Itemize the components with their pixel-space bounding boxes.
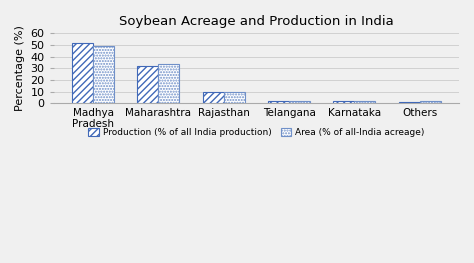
Bar: [355, 100, 375, 104]
Bar: [93, 45, 114, 104]
Bar: [137, 66, 158, 104]
Title: Soybean Acreage and Production in India: Soybean Acreage and Production in India: [119, 15, 394, 28]
Bar: [268, 100, 289, 104]
Bar: [399, 102, 419, 104]
Bar: [333, 100, 355, 104]
Y-axis label: Percentage (%): Percentage (%): [15, 26, 25, 111]
Bar: [72, 43, 93, 104]
Bar: [289, 101, 310, 104]
Bar: [419, 101, 440, 104]
Bar: [203, 92, 224, 104]
Legend: Production (% of all India production), Area (% of all-India acreage): Production (% of all India production), …: [86, 125, 427, 140]
Bar: [158, 64, 179, 104]
Bar: [224, 92, 245, 104]
